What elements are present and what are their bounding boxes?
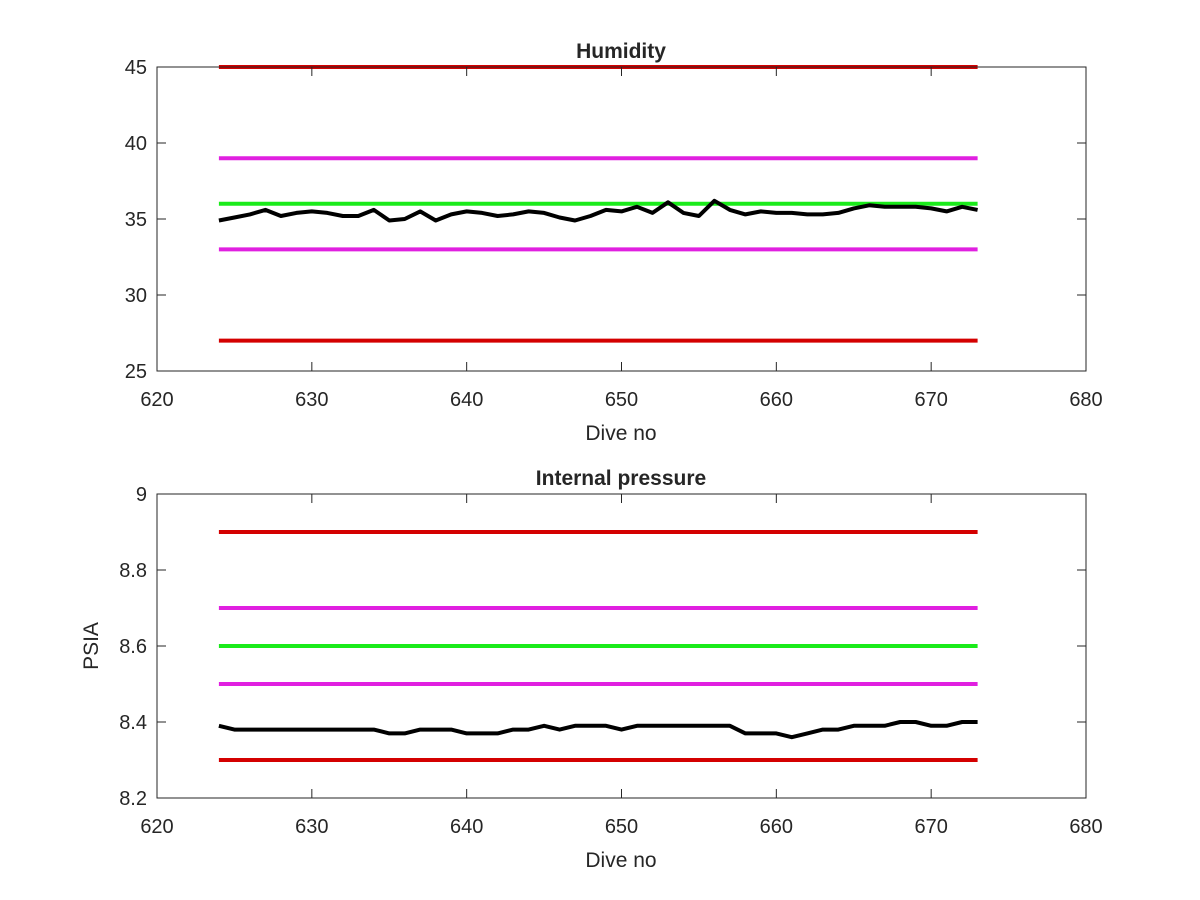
pressure-x-tick-label: 660 (760, 816, 793, 838)
pressure-x-tick-label: 640 (450, 816, 483, 838)
pressure-x-tick-label: 680 (1069, 816, 1102, 838)
pressure-plot-lines (218, 530, 978, 762)
humidity-y-tick-label: 30 (125, 285, 147, 307)
humidity-x-tick-label: 620 (140, 389, 173, 411)
pressure-x-tick-label: 670 (914, 816, 947, 838)
pressure-y-tick-label: 8.8 (119, 560, 147, 582)
pressure-y-axis-label: PSIA (80, 622, 103, 670)
pressure-y-tick-label: 8.6 (119, 636, 147, 658)
pressure-series-line-4 (218, 720, 978, 740)
humidity-subplot: 620 630 640 650 660 670 680 25 30 35 40 45 Humidity… (125, 40, 1103, 445)
humidity-series-line-3 (218, 198, 978, 223)
pressure-y-tick-label: 9 (136, 484, 147, 506)
humidity-x-tick-label: 660 (760, 389, 793, 411)
pressure-y-tick-label: 8.2 (119, 788, 147, 810)
humidity-x-tick-label: 680 (1069, 389, 1102, 411)
humidity-ticks: 620 630 640 650 660 670 680 25 30 35 40 45 (125, 57, 1103, 411)
humidity-x-tick-label: 650 (605, 389, 638, 411)
humidity-y-tick-label: 45 (125, 57, 147, 79)
pressure-x-tick-label: 620 (140, 816, 173, 838)
humidity-y-tick-label: 35 (125, 209, 147, 231)
pressure-x-axis-label: Dive no (585, 849, 656, 872)
internal-pressure-subplot: 620 630 640 650 660 670 680 8.2 8.4 8.6 8.8 9 Inter… (80, 467, 1103, 872)
humidity-x-tick-label: 670 (914, 389, 947, 411)
humidity-x-tick-label: 640 (450, 389, 483, 411)
humidity-x-axis-label: Dive no (585, 422, 656, 445)
humidity-x-tick-label: 630 (295, 389, 328, 411)
pressure-title: Internal pressure (536, 467, 706, 490)
pressure-ticks: 620 630 640 650 660 670 680 8.2 8.4 8.6 8.8 9 (119, 484, 1103, 838)
pressure-y-tick-label: 8.4 (119, 712, 147, 734)
pressure-x-tick-label: 630 (295, 816, 328, 838)
humidity-y-tick-label: 40 (125, 133, 147, 155)
humidity-title: Humidity (576, 40, 666, 63)
humidity-y-tick-label: 25 (125, 361, 147, 383)
pressure-x-tick-label: 650 (605, 816, 638, 838)
